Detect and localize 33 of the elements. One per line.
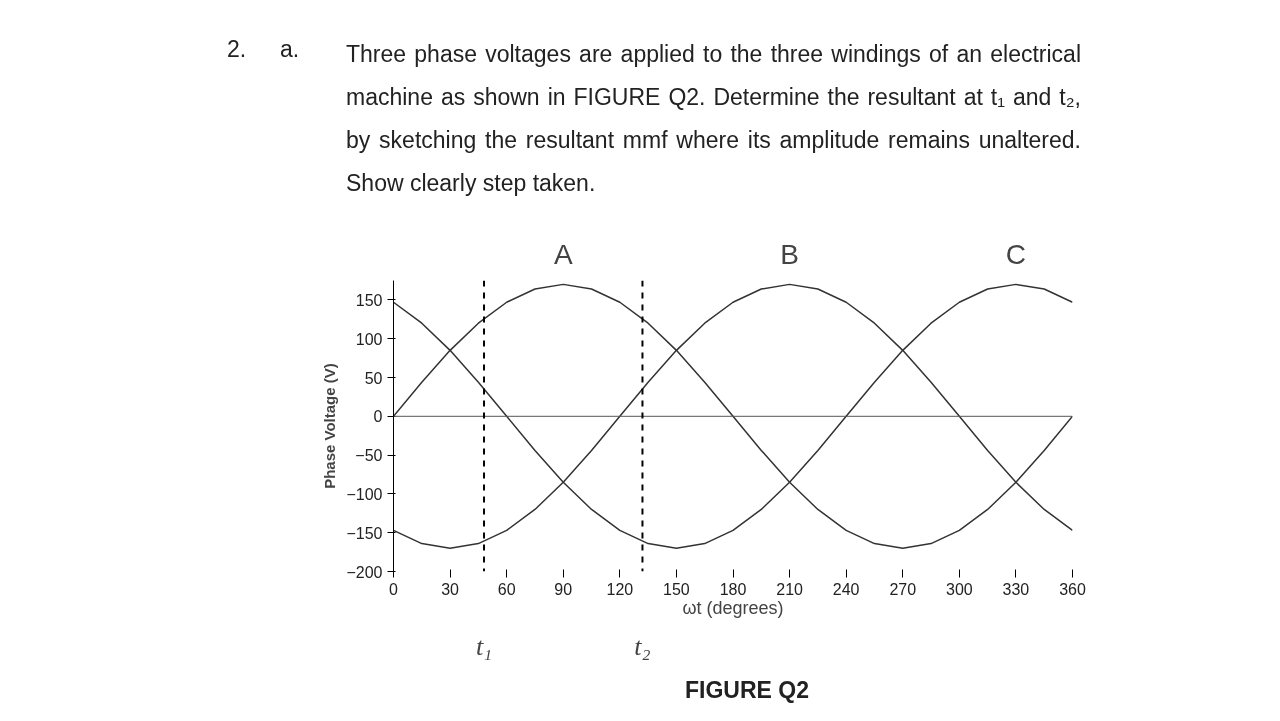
y-tick-label: −150 <box>346 524 383 542</box>
text: Three phase voltages are applied to the three windings of an electrical machine as shown in FIGURE Q2. Determine the resultant at t₁ and t₂, by sketching the resultant mmf where its amplitude remains unaltered. Show clearly step taken. <box>346 40 1081 198</box>
y-tick-label: 0 <box>373 408 383 426</box>
x-tick-label: 210 <box>776 580 804 598</box>
x-tick-label: 60 <box>497 580 516 598</box>
x-tick-label: 300 <box>945 580 973 598</box>
x-tick-label: 120 <box>606 580 634 598</box>
x-tick-label: 270 <box>889 580 917 598</box>
series-label: C <box>1005 238 1027 270</box>
x-tick-label: 330 <box>1002 580 1030 598</box>
y-tick-label: −50 <box>355 447 383 465</box>
y-tick-label: −200 <box>346 563 383 581</box>
series-label: A <box>553 238 573 270</box>
series-label: B <box>780 238 799 270</box>
x-tick-label: 30 <box>441 580 460 598</box>
x-tick-label: 90 <box>554 580 573 598</box>
line-series <box>393 283 1073 549</box>
x-axis-title: ωt (degrees) <box>682 597 784 618</box>
x-tick-label: 360 <box>1059 580 1086 598</box>
text: 2. <box>227 35 247 64</box>
y-tick-label: 50 <box>364 369 383 387</box>
x-tick-label: 150 <box>663 580 690 598</box>
y-tick-label: 100 <box>355 330 383 348</box>
text: a. <box>280 35 300 64</box>
caption: FIGURE Q2 <box>685 676 809 705</box>
x-tick-label: 240 <box>832 580 860 598</box>
ref-line-label: t₂ <box>634 631 651 661</box>
y-tick-label: 150 <box>355 291 383 309</box>
ref-line-label: t₁ <box>475 631 493 661</box>
y-tick-label: −100 <box>346 485 383 503</box>
y-axis-title: Phase Voltage (V) <box>321 363 339 489</box>
x-tick-label: 0 <box>389 580 399 598</box>
x-tick-label: 180 <box>719 580 747 598</box>
